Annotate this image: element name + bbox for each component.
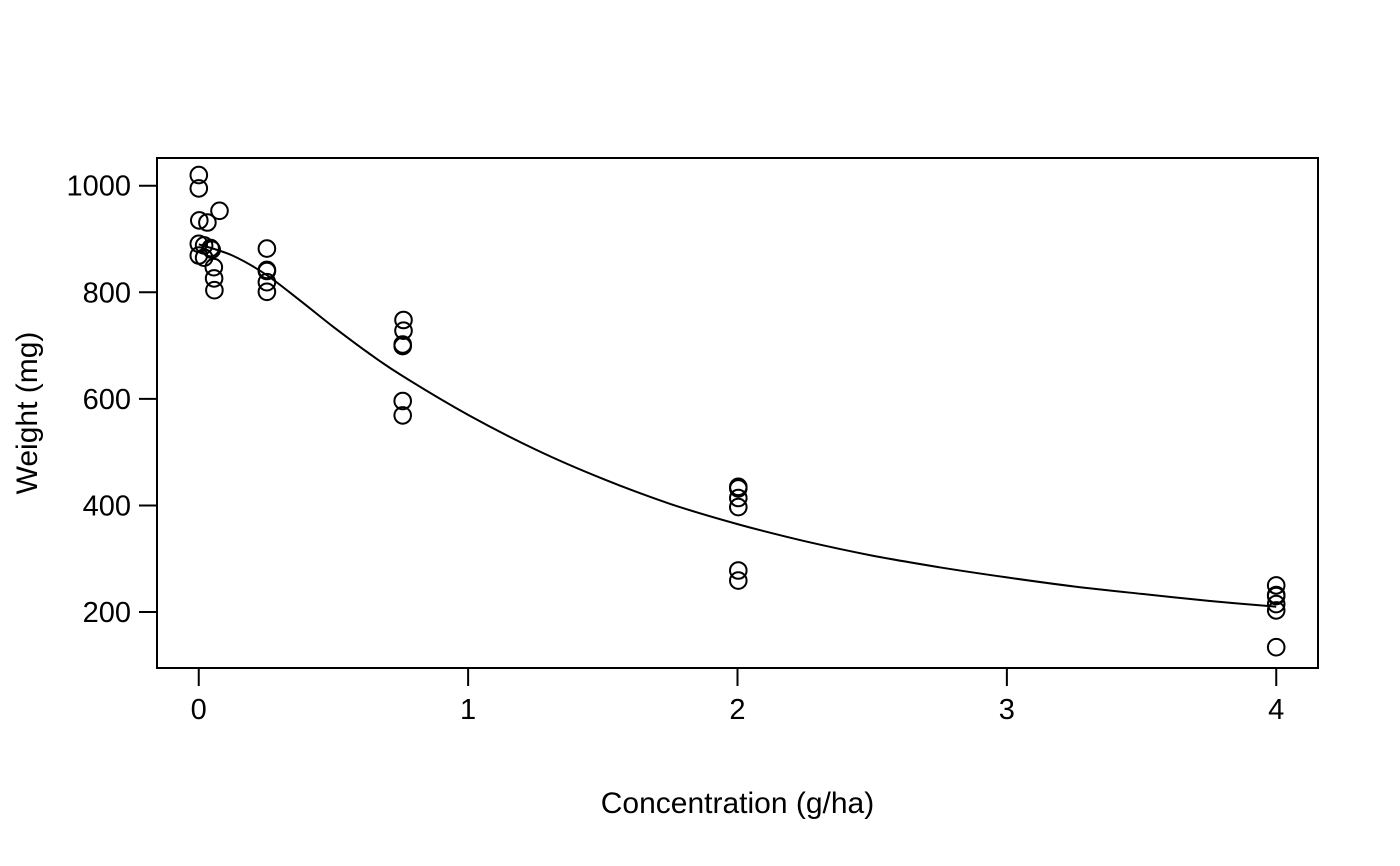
fit-curve — [198, 243, 1277, 608]
x-tick-label: 2 — [729, 694, 745, 726]
data-point — [729, 497, 748, 517]
data-point — [1266, 576, 1286, 595]
data-point — [729, 571, 748, 590]
data-point — [205, 280, 224, 300]
y-tick-label: 1000 — [66, 171, 131, 203]
data-point — [1266, 586, 1286, 606]
data-point — [198, 213, 217, 232]
x-tick-label: 0 — [191, 694, 207, 726]
data-point — [189, 179, 209, 198]
data-point — [729, 561, 748, 580]
data-point — [393, 406, 413, 425]
y-axis-title: Weight (mg) — [11, 331, 44, 495]
data-point — [189, 165, 209, 185]
data-point — [204, 269, 224, 288]
data-point — [1266, 601, 1286, 620]
y-tick-label: 200 — [83, 597, 131, 629]
data-point — [257, 282, 277, 302]
x-tick-label: 3 — [999, 694, 1015, 726]
y-tick-label: 800 — [83, 277, 131, 309]
y-tick-label: 600 — [83, 384, 131, 416]
data-point — [257, 239, 277, 258]
plot-frame — [156, 157, 1319, 669]
data-point — [210, 201, 229, 221]
data-point — [393, 336, 413, 356]
x-axis-title: Concentration (g/ha) — [600, 787, 875, 820]
data-point — [394, 321, 413, 341]
data-point — [393, 391, 413, 411]
data-point — [204, 257, 224, 277]
x-tick-label: 4 — [1268, 694, 1284, 726]
x-tick-label: 1 — [460, 694, 476, 726]
data-point — [1266, 637, 1286, 657]
data-point — [729, 479, 748, 498]
data-point — [1266, 594, 1286, 614]
data-point — [190, 211, 209, 230]
y-tick-label: 400 — [83, 490, 131, 522]
data-point — [394, 310, 413, 330]
data-point — [194, 248, 214, 268]
data-point — [729, 488, 748, 508]
